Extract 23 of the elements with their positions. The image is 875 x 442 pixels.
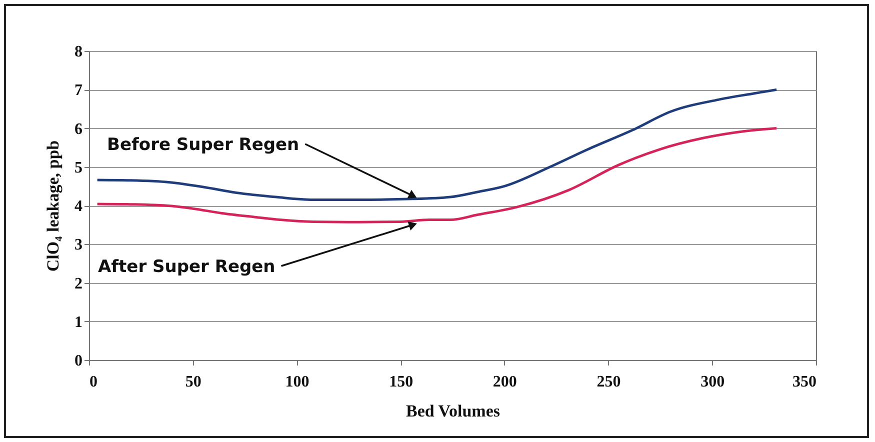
x-tick-label: 250: [596, 374, 621, 390]
y-tick-label: 1: [74, 314, 82, 331]
y-tick-label: 5: [74, 159, 82, 176]
x-tick-label: 200: [492, 374, 517, 390]
y-tick-label: 6: [74, 120, 82, 138]
y-tick-label: 0: [74, 352, 82, 370]
x-tick-label: 150: [389, 374, 414, 390]
annotation: After Super Regen: [98, 257, 276, 277]
y-axis-title: ClO₄ leakage, ppb: [44, 140, 62, 272]
y-tick-label: 8: [74, 44, 82, 60]
y-tick-label: 4: [74, 198, 82, 215]
x-tick-label: 350: [792, 374, 816, 390]
line-series: [96, 127, 778, 224]
y-tick-label: 2: [74, 275, 82, 292]
x-tick-label: 50: [185, 374, 202, 390]
x-tick-label: 100: [285, 374, 310, 390]
line-series: [96, 88, 778, 201]
y-tick-label: 3: [74, 236, 82, 254]
annotation: Before Super Regen: [107, 135, 300, 155]
y-tick-label: 7: [74, 82, 82, 100]
x-tick-label: 0: [90, 374, 98, 390]
x-tick-label: 300: [700, 374, 725, 390]
x-axis-title: Bed Volumes: [406, 402, 500, 420]
